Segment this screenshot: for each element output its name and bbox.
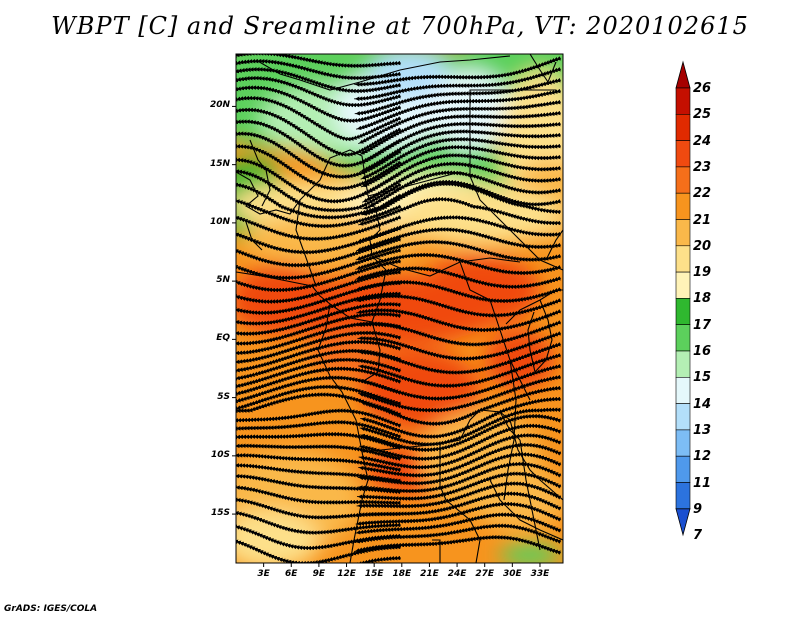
colorbar-label: 12	[693, 449, 712, 465]
lon-tick-label: 9E	[312, 569, 326, 579]
colorbar-label: 23	[693, 159, 712, 175]
map-title: WBPT [C] and Sreamline at 700hPa, VT: 20…	[51, 12, 749, 40]
colorbar-segment	[675, 87, 691, 115]
colorbar-segment	[675, 245, 691, 273]
streamline	[236, 419, 402, 439]
streamlines	[236, 54, 562, 563]
colorbar-label: 18	[693, 291, 712, 307]
colorbar-label: 17	[693, 317, 712, 333]
colorbar-label: 14	[693, 396, 712, 412]
colorbar-label: 26	[693, 81, 712, 96]
lat-tick-label: 20N	[209, 100, 230, 111]
streamline	[236, 431, 402, 451]
grads-credit: GrADS: IGES/COLA	[4, 604, 98, 614]
colorbar-label: 9	[693, 501, 703, 517]
lon-tick-label: 18E	[392, 569, 412, 579]
lon-tick-label: 15E	[364, 569, 384, 579]
lat-tick-label: 10S	[210, 449, 230, 460]
colorbar-label: 11	[693, 475, 712, 491]
colorbar-segment	[675, 166, 691, 194]
lon-tick-label: 12E	[337, 569, 356, 579]
colorbar-label: 22	[693, 186, 712, 202]
colorbar-segment	[675, 114, 691, 141]
lon-tick-label: 3E	[257, 569, 270, 579]
lon-tick-label: 6E	[285, 569, 298, 579]
colorbar-label: 16	[693, 344, 712, 359]
colorbar-label: 21	[693, 212, 712, 228]
colorbar-label: 19	[693, 265, 712, 281]
colorbar-segment	[675, 298, 691, 325]
wbpt-field	[236, 54, 563, 563]
colorbar-segment	[675, 350, 691, 378]
streamline	[354, 535, 562, 555]
colorbar-label: 24	[693, 133, 712, 149]
lat-tick-label: 10N	[209, 216, 230, 227]
colorbar-label: 7	[693, 528, 703, 544]
colorbar-segment	[675, 192, 691, 220]
lat-tick-label: 5S	[217, 391, 230, 402]
lon-tick-label: 27E	[475, 569, 495, 579]
colorbar-segment	[675, 482, 691, 510]
streamline	[348, 555, 402, 563]
lon-tick-label: 33E	[530, 569, 550, 579]
lat-tick-label: EQ	[216, 333, 230, 344]
colorbar-segment	[675, 376, 691, 404]
lon-tick-label: 24E	[447, 569, 467, 579]
lat-tick-label: 15N	[209, 158, 230, 169]
colorbar	[675, 60, 691, 537]
lon-tick-label: 30E	[502, 569, 522, 579]
colorbar-label: 15	[693, 370, 712, 386]
colorbar-min-arrow	[675, 508, 691, 537]
colorbar-segment	[675, 324, 691, 352]
colorbar-max-arrow	[675, 60, 691, 89]
colorbar-label: 20	[693, 238, 712, 254]
streamline	[236, 392, 402, 417]
colorbar-segment	[675, 219, 691, 247]
lat-tick-label: 15S	[210, 508, 230, 519]
colorbar-segment	[675, 455, 691, 483]
lat-tick-label: 5N	[216, 275, 230, 286]
colorbar-label: 13	[693, 422, 712, 438]
map-frame	[235, 53, 564, 564]
colorbar-segment	[675, 403, 691, 431]
streamline	[236, 408, 402, 428]
colorbar-segment	[675, 140, 691, 168]
colorbar-segment	[675, 271, 691, 299]
colorbar-segment	[675, 429, 691, 457]
colorbar-label: 25	[693, 107, 712, 123]
lon-tick-label: 21E	[420, 569, 439, 579]
